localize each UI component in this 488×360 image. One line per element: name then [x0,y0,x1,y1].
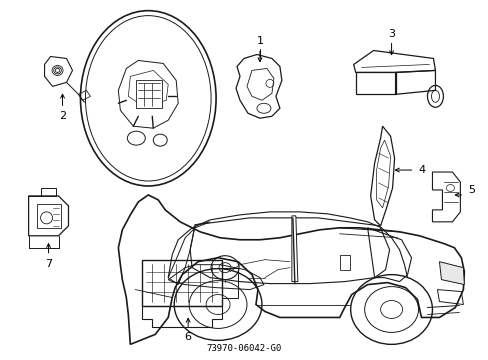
Text: 6: 6 [184,332,191,342]
Text: 7: 7 [45,259,52,269]
Text: 1: 1 [256,36,263,46]
Text: 5: 5 [467,185,474,195]
Text: 3: 3 [387,28,394,39]
Polygon shape [291,216,297,282]
Text: 4: 4 [418,165,425,175]
Text: 2: 2 [59,111,66,121]
Text: 73970-06042-G0: 73970-06042-G0 [206,344,281,353]
Polygon shape [439,262,464,285]
Polygon shape [136,80,162,108]
